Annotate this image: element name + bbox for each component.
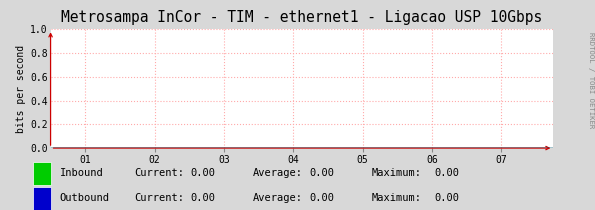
Text: Inbound: Inbound: [60, 168, 104, 178]
Text: 0.00: 0.00: [434, 193, 459, 203]
Text: Maximum:: Maximum:: [372, 193, 422, 203]
Text: 0.00: 0.00: [309, 193, 334, 203]
Text: Maximum:: Maximum:: [372, 168, 422, 178]
Text: Current:: Current:: [134, 193, 184, 203]
Text: 0.00: 0.00: [309, 168, 334, 178]
Text: RRDTOOL / TOBI OETIKER: RRDTOOL / TOBI OETIKER: [588, 32, 594, 128]
Text: 0.00: 0.00: [190, 193, 215, 203]
Text: Average:: Average:: [253, 193, 303, 203]
Y-axis label: bits per second: bits per second: [16, 45, 26, 133]
Text: 0.00: 0.00: [190, 168, 215, 178]
Text: Outbound: Outbound: [60, 193, 109, 203]
Text: Current:: Current:: [134, 168, 184, 178]
Title: Metrosampa InCor - TIM - ethernet1 - Ligacao USP 10Gbps: Metrosampa InCor - TIM - ethernet1 - Lig…: [61, 10, 543, 25]
Text: 0.00: 0.00: [434, 168, 459, 178]
Text: Average:: Average:: [253, 168, 303, 178]
